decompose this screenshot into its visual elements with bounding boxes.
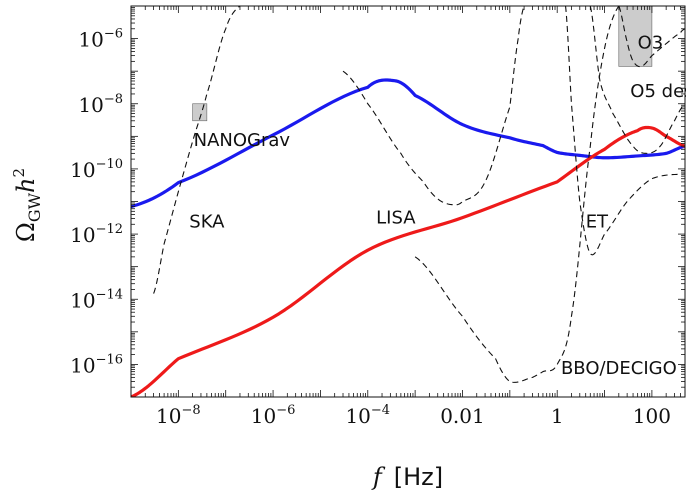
y-axis-title: ΩGWh2 — [10, 168, 44, 242]
lisa-curve — [342, 6, 525, 206]
series-2-curve — [131, 125, 685, 397]
x-tick-label: 1 — [551, 404, 564, 428]
et-label: ET — [586, 211, 609, 232]
x-tick-label: 10−4 — [345, 403, 390, 428]
y-tick-label: 10−6 — [78, 27, 123, 52]
o5-design-curve — [589, 6, 685, 154]
x-tick-label: 0.01 — [440, 404, 485, 428]
y-tick-label: 10−16 — [70, 352, 123, 377]
nanograv-label: NANOGrav — [194, 130, 291, 151]
y-tick-label: 10−8 — [78, 92, 123, 117]
sensitivity-curves — [131, 6, 685, 397]
o3-region — [618, 6, 653, 67]
y-tick-label: 10−14 — [70, 287, 123, 312]
o5-design-label: O5 design — [630, 81, 686, 102]
x-axis: 10−8 10−6 10−4 0.01 1 100 — [130, 6, 686, 428]
lisa-label: LISA — [376, 208, 416, 229]
x-axis-title: f [Hz] — [371, 463, 443, 491]
bbo-decigo-label: BBO/DECIGO — [561, 358, 677, 379]
y-axis: 10−6 10−8 10−10 10−12 10−14 10−16 — [70, 5, 685, 398]
o3-label: O3 — [638, 32, 664, 53]
o3-curve — [618, 6, 685, 68]
et-curve — [564, 6, 685, 256]
ska-curve — [153, 6, 241, 294]
ska-label: SKA — [189, 211, 225, 232]
annotations: NANOGrav SKA LISA ET O5 design O3 BBO/DECIGO — [189, 32, 686, 379]
shaded-regions — [192, 6, 653, 122]
x-tick-label: 100 — [633, 404, 671, 428]
y-tick-label: 10−12 — [70, 222, 123, 247]
x-tick-label: 10−8 — [156, 403, 201, 428]
series-1-curve — [131, 78, 685, 209]
y-tick-label: 10−10 — [70, 157, 123, 182]
x-tick-label: 10−6 — [251, 403, 296, 428]
bbo-decigo-curve — [414, 6, 620, 383]
